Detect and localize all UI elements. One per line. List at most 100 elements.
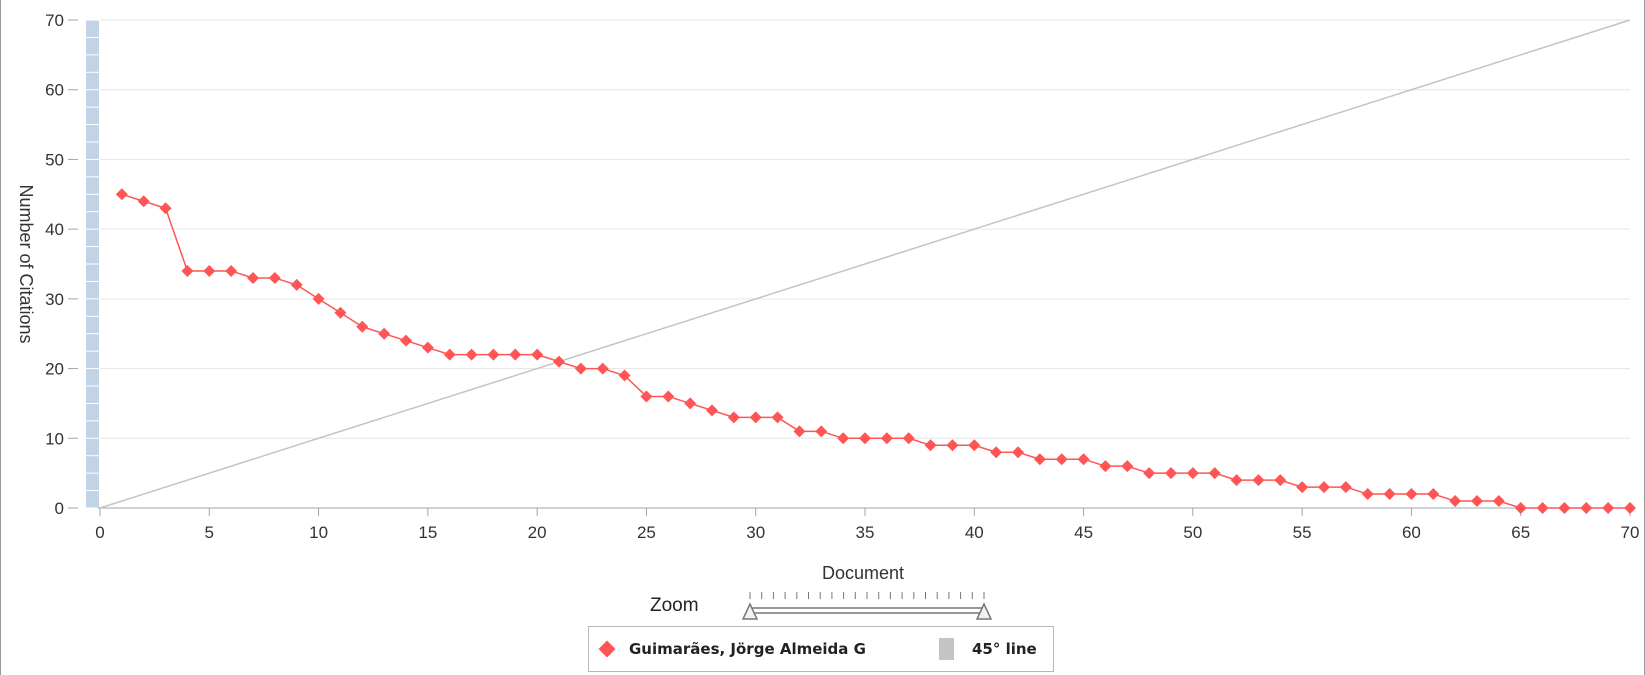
zoom-slider[interactable]	[740, 590, 1002, 624]
data-point[interactable]	[771, 411, 784, 424]
data-point[interactable]	[553, 355, 565, 368]
data-point[interactable]	[1165, 467, 1177, 480]
x-tick-label: 0	[95, 523, 104, 542]
data-point[interactable]	[837, 432, 850, 445]
data-point[interactable]	[1361, 488, 1374, 501]
data-point[interactable]	[1514, 502, 1527, 514]
data-point[interactable]	[574, 362, 587, 375]
reference-line-45	[99, 19, 1631, 509]
tick-labels: 0 10 20 30 40 50 60 70 0 5 10 15 20 25 30 35 40 45 50 55 60 6…	[45, 11, 1639, 542]
data-point[interactable]	[290, 278, 303, 291]
data-point[interactable]	[268, 271, 281, 284]
data-point[interactable]	[181, 264, 194, 277]
legend-item-author[interactable]: Guimarães, Jörge Almeida G	[598, 627, 866, 671]
x-tick-label: 50	[1183, 523, 1202, 542]
data-point[interactable]	[1602, 502, 1615, 514]
data-point[interactable]	[1252, 474, 1265, 487]
data-point[interactable]	[1318, 481, 1330, 494]
zoom-track-bar[interactable]	[749, 607, 985, 614]
data-point[interactable]	[815, 425, 828, 438]
x-tick-label: 15	[418, 523, 437, 542]
data-point[interactable]	[793, 425, 806, 438]
x-tick-label: 20	[528, 523, 547, 542]
x-tick-label: 55	[1293, 523, 1312, 542]
data-point[interactable]	[1449, 495, 1462, 508]
data-point[interactable]	[1558, 502, 1571, 514]
data-point[interactable]	[1624, 502, 1636, 514]
data-point[interactable]	[706, 404, 718, 417]
data-point[interactable]	[749, 411, 762, 424]
data-point[interactable]	[378, 327, 391, 340]
y-tick-label: 40	[45, 220, 64, 239]
data-point[interactable]	[1012, 446, 1024, 459]
data-point[interactable]	[137, 195, 150, 208]
data-point[interactable]	[203, 264, 216, 277]
x-tick-label: 5	[205, 523, 214, 542]
data-point[interactable]	[946, 439, 959, 452]
data-point[interactable]	[247, 271, 259, 284]
data-point[interactable]	[1121, 460, 1134, 473]
data-point[interactable]	[312, 292, 325, 305]
data-point[interactable]	[662, 390, 675, 403]
data-point[interactable]	[1186, 467, 1199, 480]
data-point[interactable]	[1580, 502, 1593, 514]
zoom-control[interactable]: Zoom	[650, 590, 1010, 626]
zoom-left-handle[interactable]	[741, 602, 759, 620]
y-axis-scroll-band[interactable]	[86, 19, 99, 509]
data-point[interactable]	[640, 390, 653, 403]
data-point[interactable]	[1143, 467, 1156, 480]
legend: Guimarães, Jörge Almeida G 45° line	[588, 626, 1054, 672]
data-point[interactable]	[924, 439, 937, 452]
data-point[interactable]	[880, 432, 893, 445]
data-point[interactable]	[1427, 488, 1440, 501]
data-point[interactable]	[465, 348, 478, 361]
data-point[interactable]	[1492, 495, 1505, 508]
x-tick-label: 25	[637, 523, 656, 542]
data-point[interactable]	[618, 369, 631, 382]
data-point[interactable]	[1536, 502, 1549, 514]
y-tick-label: 20	[45, 360, 64, 379]
data-point[interactable]	[1274, 474, 1287, 487]
data-point[interactable]	[443, 348, 456, 361]
data-point[interactable]	[1230, 474, 1243, 487]
data-point[interactable]	[1055, 453, 1068, 466]
data-point[interactable]	[902, 432, 915, 445]
series-line	[121, 193, 1630, 509]
data-point[interactable]	[1099, 460, 1112, 473]
y-tick-label: 50	[45, 150, 64, 169]
data-point[interactable]	[1383, 488, 1396, 501]
data-point[interactable]	[1339, 481, 1352, 494]
y-tick-label: 70	[45, 11, 64, 30]
swatch-icon	[939, 638, 954, 660]
data-point[interactable]	[1077, 453, 1090, 466]
data-point[interactable]	[159, 202, 172, 215]
grid-lines	[100, 19, 1630, 439]
data-point[interactable]	[968, 439, 981, 452]
data-point[interactable]	[990, 446, 1003, 459]
data-point[interactable]	[684, 397, 697, 410]
data-point[interactable]	[225, 264, 238, 277]
data-point[interactable]	[334, 306, 347, 319]
data-point[interactable]	[1471, 495, 1483, 508]
data-point[interactable]	[115, 188, 128, 201]
data-point[interactable]	[531, 348, 544, 361]
data-point[interactable]	[727, 411, 740, 424]
zoom-right-handle[interactable]	[975, 602, 993, 620]
data-point[interactable]	[859, 432, 871, 445]
data-point[interactable]	[1033, 453, 1046, 466]
legend-item-45-line[interactable]: 45° line	[939, 627, 1037, 671]
data-point[interactable]	[356, 320, 369, 333]
data-point[interactable]	[509, 348, 522, 361]
data-point[interactable]	[1296, 481, 1309, 494]
data-point[interactable]	[400, 334, 412, 347]
data-point[interactable]	[487, 348, 500, 361]
data-point[interactable]	[1208, 467, 1221, 480]
data-point[interactable]	[1405, 488, 1418, 501]
data-point[interactable]	[596, 362, 609, 375]
x-axis-title: Document	[822, 563, 904, 583]
legend-label-45-line: 45° line	[972, 640, 1037, 658]
data-point[interactable]	[421, 341, 434, 354]
legend-label-author: Guimarães, Jörge Almeida G	[629, 640, 866, 658]
axes	[68, 19, 1634, 516]
x-tick-label: 60	[1402, 523, 1421, 542]
